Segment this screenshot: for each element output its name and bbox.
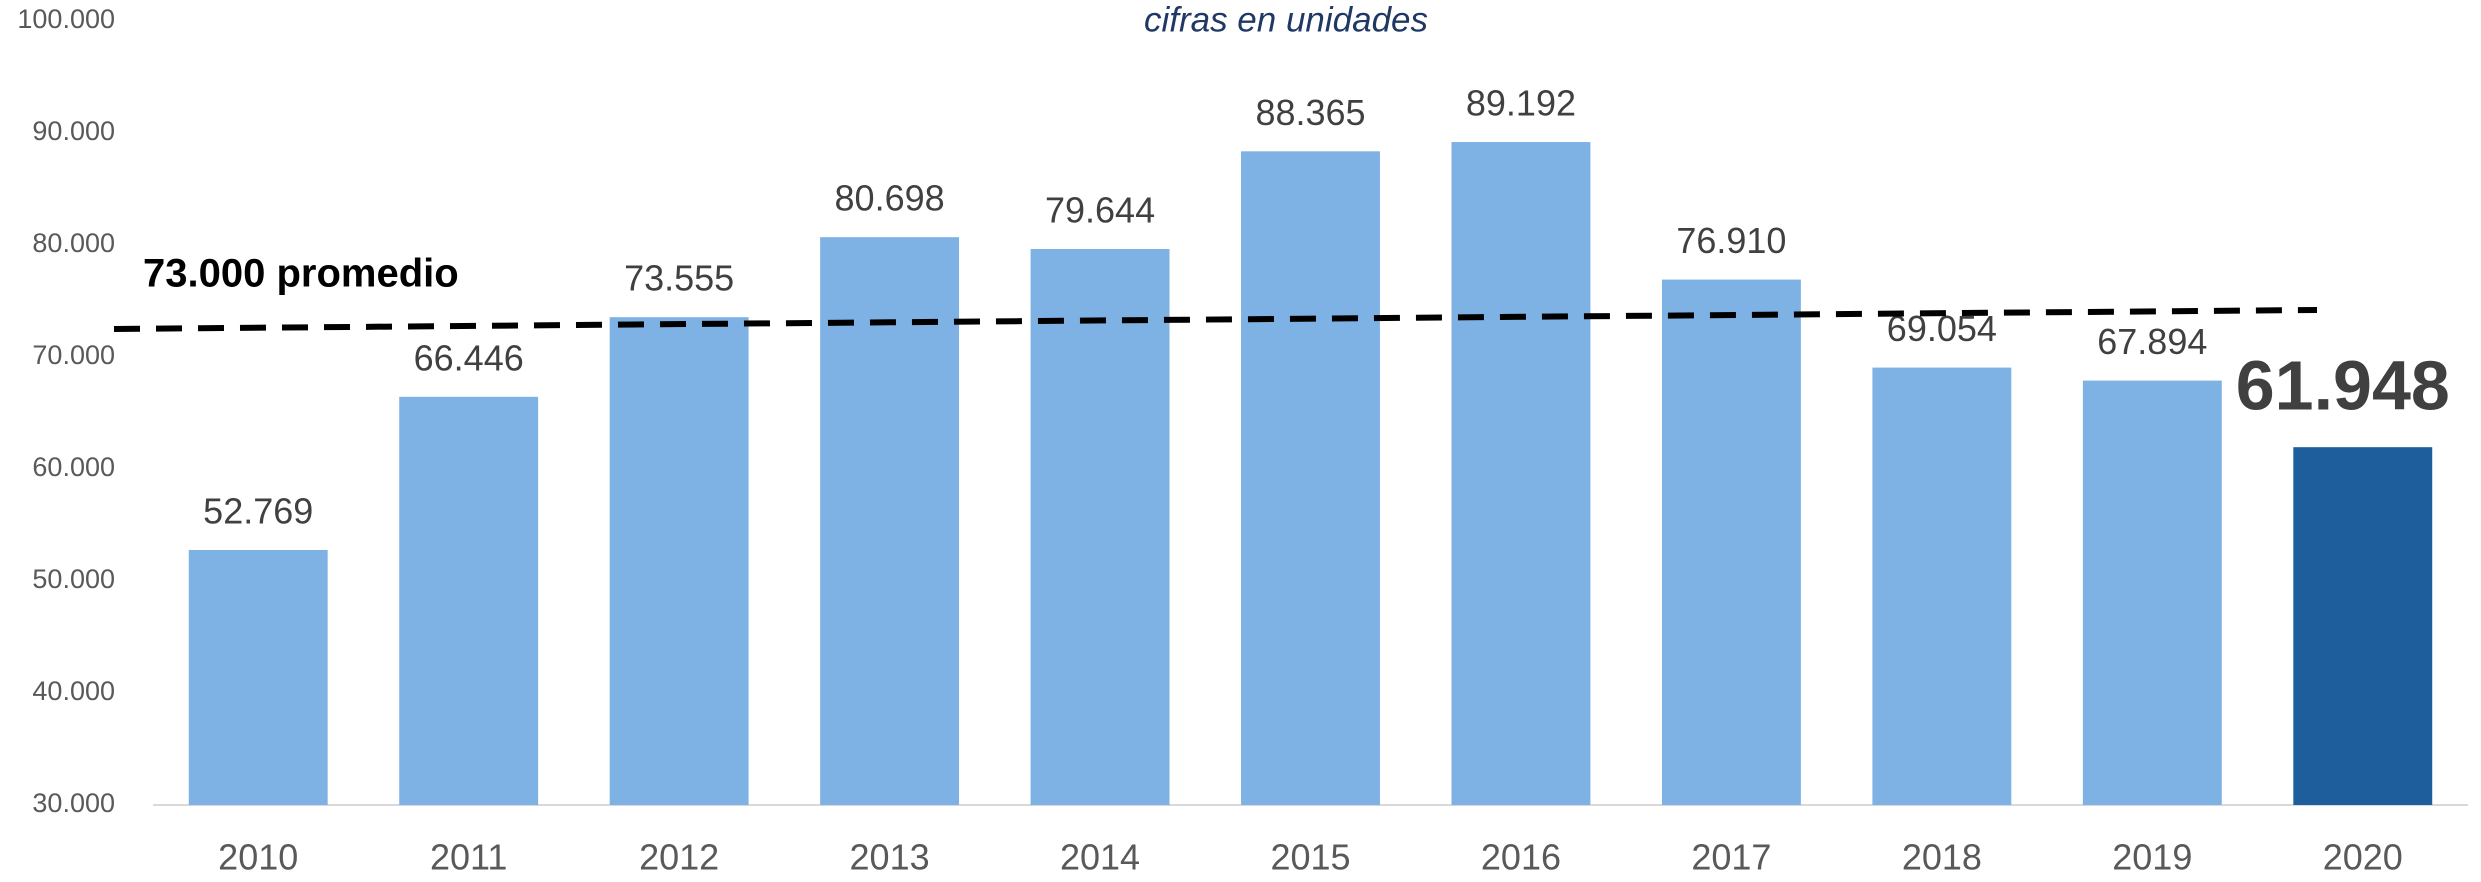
value-label: 73.555 [624, 258, 734, 299]
bar [1661, 279, 1801, 805]
y-tick-label: 90.000 [32, 116, 115, 146]
bar [1451, 142, 1591, 805]
value-label: 80.698 [835, 178, 945, 219]
annotation: 73.000 promedio [143, 252, 459, 296]
value-label: 52.769 [203, 491, 313, 532]
x-tick-label: 2014 [1060, 837, 1140, 877]
y-tick-label: 40.000 [32, 676, 115, 706]
x-tick-label: 2011 [430, 837, 507, 877]
x-tick-label: 2016 [1481, 837, 1561, 877]
value-label: 67.894 [2097, 321, 2207, 362]
bar [1241, 151, 1380, 805]
value-label: 79.644 [1045, 190, 1155, 231]
x-tick-label: 2013 [850, 837, 930, 877]
y-tick-label: 50.000 [32, 564, 115, 594]
y-tick-label: 100.000 [17, 4, 115, 34]
x-tick-label: 2010 [218, 837, 298, 877]
bar [188, 549, 328, 805]
bar [2082, 380, 2222, 805]
value-label: 89.192 [1466, 83, 1576, 124]
chart-subtitle: cifras en unidades [1144, 0, 1428, 39]
x-tick-label: 2017 [1691, 837, 1771, 877]
value-label: 66.446 [414, 337, 524, 378]
value-label: 61.948 [2236, 347, 2450, 425]
bar [820, 237, 960, 806]
x-tick-label: 2018 [1902, 837, 1982, 877]
x-tick-label: 2020 [2323, 837, 2403, 877]
bar [399, 396, 539, 805]
value-label: 88.365 [1255, 92, 1365, 133]
x-tick-label: 2019 [2112, 837, 2192, 877]
x-tick-label: 2015 [1270, 837, 1350, 877]
y-tick-label: 80.000 [32, 228, 115, 258]
y-tick-label: 60.000 [32, 452, 115, 482]
bar [1030, 248, 1170, 806]
bar [2293, 447, 2433, 805]
trendline [113, 306, 2318, 332]
y-tick-label: 70.000 [32, 340, 115, 370]
bar [1872, 367, 2012, 805]
value-label: 76.910 [1676, 220, 1786, 261]
y-tick-label: 30.000 [32, 788, 115, 818]
x-tick-label: 2012 [639, 837, 719, 877]
bar [609, 317, 749, 805]
